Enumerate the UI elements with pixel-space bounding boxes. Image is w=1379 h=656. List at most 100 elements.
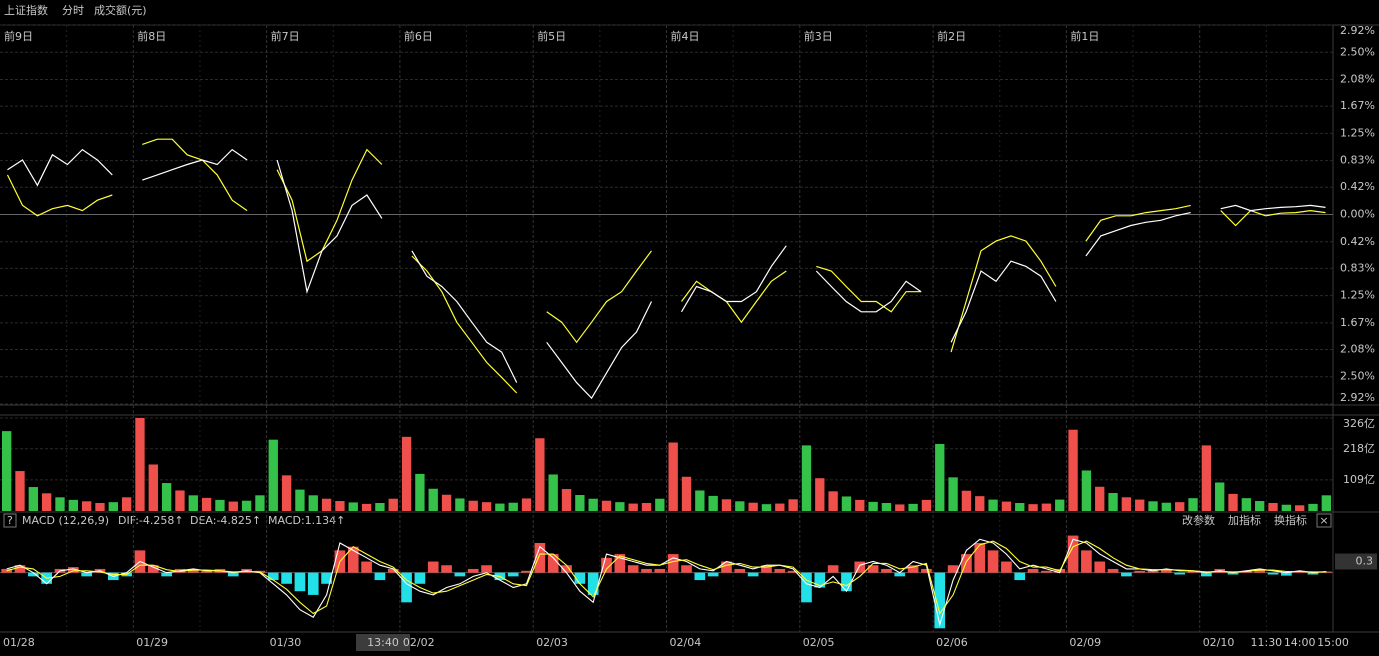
tool-button[interactable]: 换指标 bbox=[1274, 513, 1307, 527]
tool-button[interactable]: 加指标 bbox=[1228, 513, 1261, 527]
macd-bar bbox=[667, 554, 679, 573]
x-tick-label: 02/04 bbox=[670, 636, 702, 649]
volume-bar bbox=[375, 503, 385, 511]
macd-bar bbox=[267, 572, 279, 581]
volume-bar bbox=[1215, 482, 1225, 511]
macd-bar bbox=[654, 568, 666, 573]
tool-button[interactable]: 改参数 bbox=[1182, 513, 1215, 527]
macd-bar bbox=[747, 572, 759, 577]
volume-bar bbox=[1055, 499, 1065, 511]
day-label: 前1日 bbox=[1070, 29, 1099, 43]
index-title: 上证指数 bbox=[4, 3, 48, 17]
macd-bar bbox=[307, 572, 319, 595]
volume-bar bbox=[681, 476, 692, 511]
x-tick-label: 14:00 bbox=[1284, 636, 1316, 649]
macd-bar bbox=[787, 570, 799, 573]
macd-bar bbox=[1027, 568, 1039, 573]
volume-bar bbox=[935, 443, 945, 511]
volume-bar bbox=[441, 494, 452, 511]
macd-bar bbox=[1307, 572, 1319, 575]
macd-bar bbox=[627, 565, 639, 573]
tab[interactable]: 成交额(元) bbox=[94, 3, 147, 17]
volume-bar bbox=[1081, 470, 1092, 511]
macd-bar bbox=[601, 557, 612, 573]
tab[interactable]: 分时 bbox=[62, 4, 84, 17]
y-tick-label: 0.42% bbox=[1340, 180, 1375, 193]
volume-bar bbox=[28, 487, 38, 511]
macd-line bbox=[6, 540, 1327, 615]
volume-bar bbox=[148, 464, 158, 511]
volume-bar bbox=[135, 418, 145, 511]
volume-bar bbox=[775, 503, 785, 511]
macd-bar bbox=[947, 565, 959, 573]
volume-bar bbox=[708, 495, 718, 511]
volume-bar bbox=[881, 503, 892, 511]
y-tick-label: 1.25% bbox=[1340, 126, 1375, 139]
close-box[interactable] bbox=[1316, 513, 1332, 528]
volume-bar bbox=[121, 497, 132, 511]
volume-bar bbox=[921, 499, 932, 511]
help-box[interactable] bbox=[3, 513, 17, 528]
macd-bar bbox=[441, 565, 452, 573]
volume-bar bbox=[241, 500, 252, 511]
x-tick-label: 02/05 bbox=[803, 636, 835, 649]
volume-bar bbox=[495, 503, 505, 511]
macd-bar bbox=[347, 546, 359, 573]
macd-bar bbox=[907, 565, 919, 573]
day-label: 前4日 bbox=[671, 29, 700, 43]
help[interactable]: ? bbox=[7, 514, 13, 527]
y-tick-label: 0.83% bbox=[1340, 261, 1375, 274]
macd-bar bbox=[67, 567, 79, 573]
macd-bar bbox=[387, 568, 399, 573]
macd-bar bbox=[507, 572, 519, 577]
y-tick-label: 0.42% bbox=[1340, 235, 1375, 248]
macd-bar bbox=[814, 572, 826, 588]
macd-bar bbox=[1201, 572, 1212, 577]
volume-bar bbox=[1321, 495, 1332, 511]
macd-bar bbox=[934, 572, 946, 629]
macd-bar bbox=[921, 568, 932, 573]
volume-bar bbox=[361, 503, 372, 511]
volume-bar bbox=[1148, 501, 1158, 511]
volume-bar bbox=[481, 502, 492, 511]
macd-bar bbox=[681, 565, 692, 573]
volume-bar bbox=[455, 498, 465, 511]
macd-bar bbox=[427, 561, 439, 573]
volume-bar bbox=[735, 501, 745, 511]
volume-bar bbox=[1295, 505, 1305, 511]
macd-bar bbox=[841, 572, 852, 592]
x-tick-label: 11:30 bbox=[1250, 636, 1282, 649]
macd-bar bbox=[227, 572, 239, 577]
macd-bar bbox=[961, 554, 972, 573]
volume-bar bbox=[988, 499, 998, 511]
macd-bar bbox=[481, 565, 492, 573]
y-tick-label: 2.50% bbox=[1340, 45, 1375, 58]
volume-bar bbox=[41, 493, 52, 511]
volume-bar bbox=[801, 445, 812, 511]
volume-bar bbox=[761, 504, 772, 511]
volume-bar bbox=[388, 498, 398, 511]
volume-bar bbox=[668, 442, 678, 511]
volume-bar bbox=[295, 489, 305, 511]
volume-bar bbox=[215, 499, 225, 511]
x-tick-label: 15:00 bbox=[1317, 636, 1349, 649]
volume-bar bbox=[615, 502, 625, 511]
macd-bar bbox=[641, 568, 652, 573]
day-label: 前3日 bbox=[804, 29, 833, 43]
macd-bar bbox=[614, 554, 626, 573]
volume-bar bbox=[55, 497, 65, 511]
volume-bar bbox=[401, 436, 412, 511]
macd-bar bbox=[1267, 572, 1279, 575]
x-tick-label: 01/28 bbox=[3, 636, 35, 649]
volume-bar bbox=[521, 498, 532, 511]
y-tick-label: 1.67% bbox=[1340, 99, 1375, 112]
volume-bar bbox=[1028, 504, 1038, 511]
macd-bar bbox=[27, 572, 39, 577]
macd-indicator: MACD:1.134↑ bbox=[268, 514, 345, 527]
macd-bar bbox=[1094, 561, 1106, 573]
macd-bar bbox=[201, 570, 212, 573]
volume-bar bbox=[588, 498, 598, 511]
close[interactable]: × bbox=[1319, 514, 1328, 527]
